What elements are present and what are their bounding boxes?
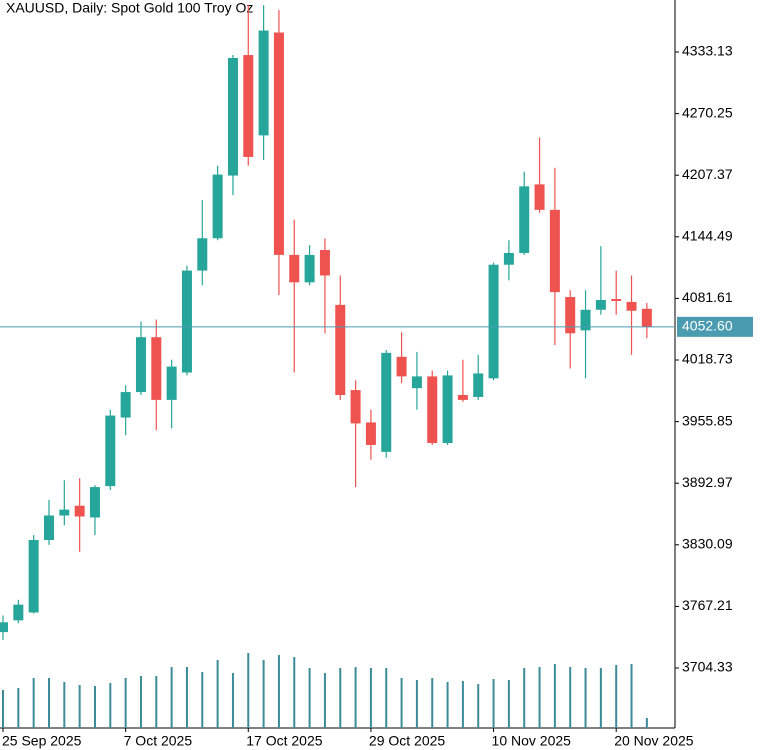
- chart-title: XAUUSD, Daily: Spot Gold 100 Troy Oz: [6, 0, 253, 16]
- candle-body: [43, 515, 54, 540]
- candle-body: [13, 604, 24, 621]
- candle-body: [396, 356, 407, 377]
- x-tick-label: 7 Oct 2025: [124, 733, 193, 749]
- candle-body: [457, 395, 468, 400]
- last-price-label: 4052.60: [682, 318, 733, 334]
- last-price-box: [677, 316, 753, 337]
- candle-body: [135, 337, 146, 393]
- candle-body: [335, 304, 346, 396]
- y-tick-label: 3955.85: [682, 412, 733, 428]
- candle-body: [289, 254, 300, 283]
- candle-body: [411, 376, 422, 389]
- candle-body: [427, 376, 438, 444]
- candle-body: [59, 509, 70, 516]
- y-tick-label: 3767.21: [682, 597, 733, 613]
- candle-body: [488, 264, 499, 379]
- x-tick-label: 25 Sep 2025: [2, 733, 82, 749]
- candle-body: [580, 309, 591, 331]
- candle-body: [227, 57, 238, 176]
- candle-body: [105, 415, 116, 487]
- y-tick-label: 4270.25: [682, 104, 733, 120]
- candle-body: [503, 252, 514, 265]
- y-tick-label: 4207.37: [682, 166, 733, 182]
- candle-body: [595, 299, 606, 310]
- y-tick-label: 4018.73: [682, 351, 733, 367]
- x-tick-label: 20 Nov 2025: [614, 733, 694, 749]
- candle-body: [28, 539, 39, 613]
- candle-body: [89, 487, 100, 518]
- y-tick-label: 3704.33: [682, 659, 733, 675]
- y-tick-label: 4333.13: [682, 43, 733, 59]
- y-tick-label: 3830.09: [682, 536, 733, 552]
- candle-body: [273, 32, 284, 255]
- candle-body: [626, 301, 637, 311]
- candle-body: [197, 238, 208, 271]
- candle-body: [120, 392, 131, 418]
- candle-body: [319, 250, 330, 276]
- candle-body: [166, 366, 177, 400]
- candle-body: [0, 622, 8, 633]
- candle-body: [641, 308, 652, 327]
- candle-body: [473, 373, 484, 397]
- candle-body: [611, 298, 622, 301]
- y-tick-label: 4081.61: [682, 289, 733, 305]
- x-tick-label: 29 Oct 2025: [369, 733, 445, 749]
- candle-body: [534, 184, 545, 210]
- candle-body: [549, 209, 560, 293]
- candle-body: [74, 505, 85, 517]
- candle-body: [243, 55, 254, 157]
- candle-body: [365, 422, 376, 445]
- candle-body: [151, 337, 162, 400]
- candle-body: [442, 375, 453, 444]
- candle-body: [212, 174, 223, 239]
- y-tick-label: 3892.97: [682, 474, 733, 490]
- x-tick-label: 10 Nov 2025: [492, 733, 572, 749]
- y-tick-label: 4144.49: [682, 228, 733, 244]
- candle-body: [350, 390, 361, 424]
- x-tick-label: 17 Oct 2025: [246, 733, 322, 749]
- candle-body: [565, 297, 576, 334]
- candle-body: [381, 352, 392, 452]
- candle-body: [304, 254, 315, 283]
- candle-body: [519, 186, 530, 253]
- candle-body: [258, 30, 269, 136]
- candle-body: [181, 270, 192, 373]
